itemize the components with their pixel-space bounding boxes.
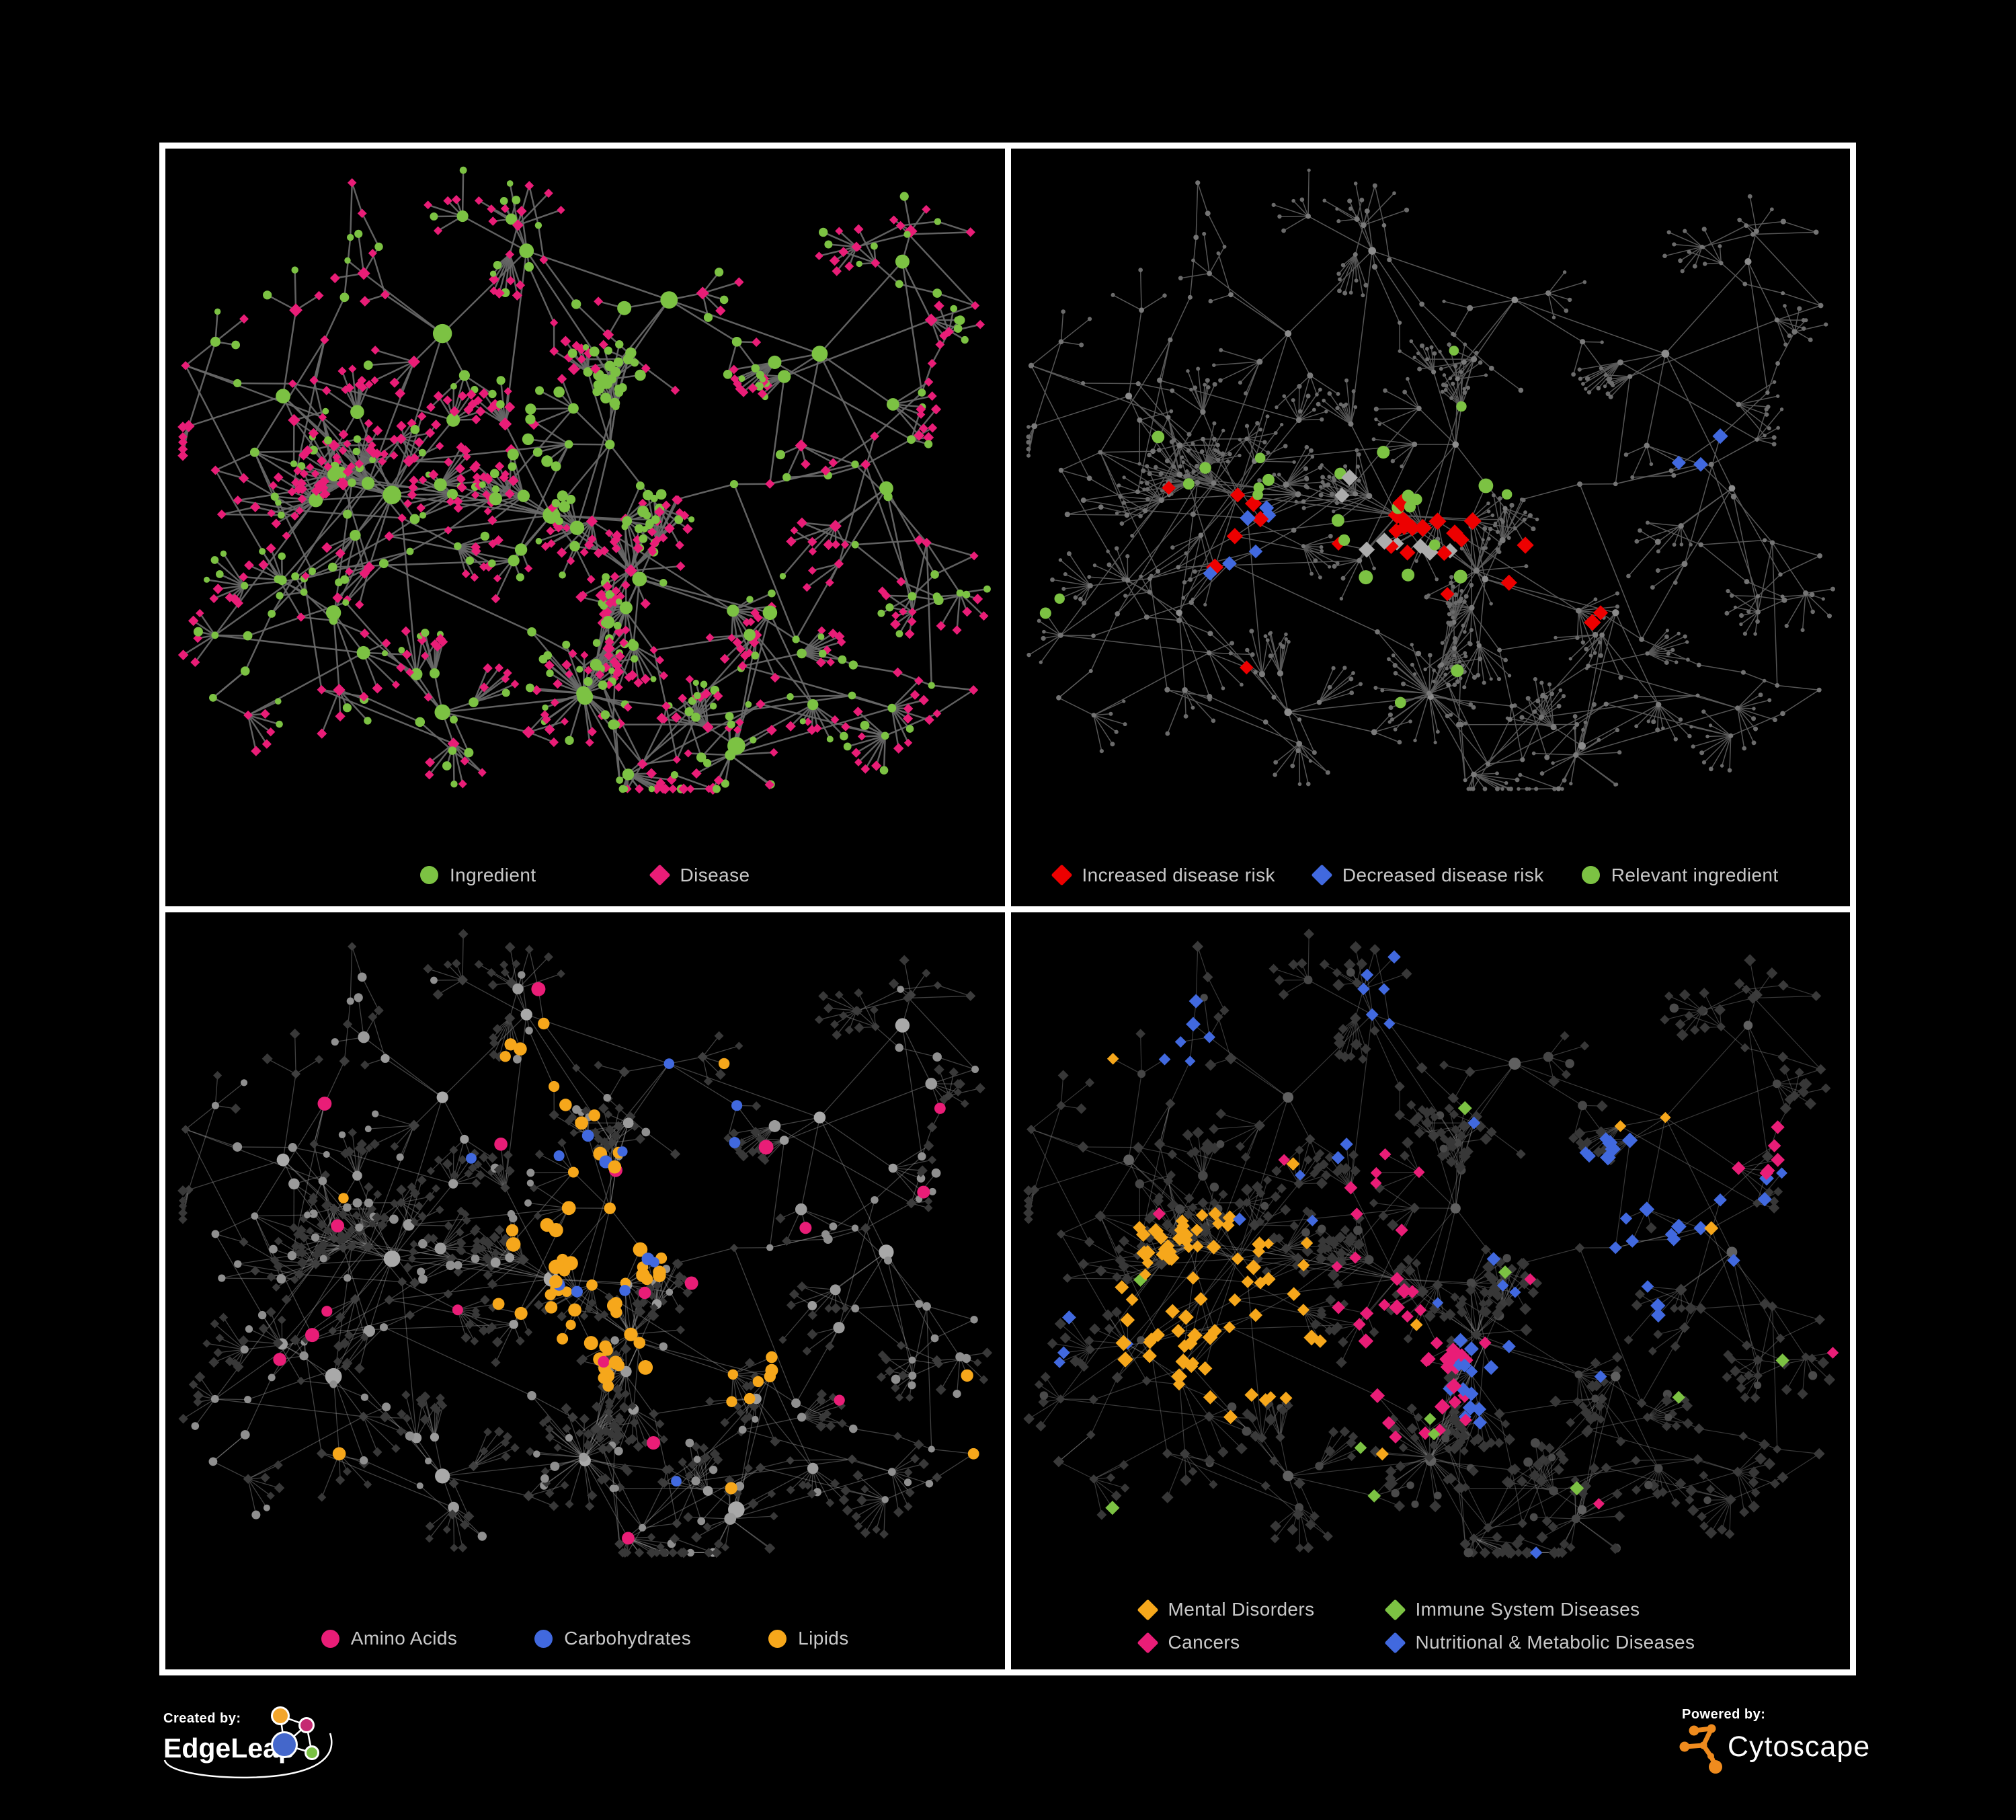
amino-acids-legend-marker: [321, 1629, 339, 1648]
cytoscape-logo: Powered by: Cytoscape: [1679, 1707, 1870, 1774]
panel-compound-classes: Amino Acids Carbohydrates Lipids: [165, 912, 1005, 1669]
legend-item: Decreased disease risk: [1311, 864, 1544, 886]
increased-risk-legend-marker: [1050, 864, 1073, 886]
lipids-legend-marker: [768, 1629, 787, 1648]
legend-item: Relevant ingredient: [1581, 864, 1779, 886]
legend-item: Amino Acids: [321, 1628, 457, 1649]
legend-item: Mental Disorders: [1136, 1598, 1386, 1621]
legend-item: Increased disease risk: [1050, 864, 1275, 886]
ingredient-legend-marker: [419, 866, 438, 884]
legend-label: Cancers: [1168, 1632, 1240, 1653]
powered-by-label: Powered by:: [1682, 1707, 1765, 1722]
legend-label: Lipids: [798, 1628, 849, 1649]
mental-disorders-legend-marker: [1136, 1598, 1159, 1621]
panel-disease-classes: Mental Disorders Immune System Diseases …: [1010, 912, 1851, 1669]
ingredient-disease-network-graph: [177, 166, 991, 795]
compound-classes-legend: Amino Acids Carbohydrates Lipids: [165, 1628, 1005, 1649]
legend-label: Disease: [680, 864, 750, 885]
disease-classes-network-graph: [1022, 928, 1839, 1559]
legend-item: Lipids: [768, 1628, 849, 1649]
disease-risk-legend: Increased disease risk Decreased disease…: [1011, 864, 1851, 886]
legend-label: Nutritional & Metabolic Diseases: [1415, 1632, 1695, 1653]
legend-label: Relevant ingredient: [1611, 864, 1779, 885]
cancers-legend-marker: [1136, 1631, 1159, 1654]
edgeleap-logo: Created by: EdgeLeap: [163, 1706, 333, 1779]
legend-item: Cancers: [1136, 1631, 1386, 1654]
edgeleap-swoosh-icon: [163, 1733, 333, 1779]
panel-disease-risk: Increased disease risk Decreased disease…: [1010, 149, 1851, 906]
legend-label: Amino Acids: [350, 1628, 458, 1649]
legend-item: Immune System Diseases: [1383, 1598, 1695, 1621]
cytoscape-wordmark: Cytoscape: [1728, 1731, 1870, 1763]
carbohydrates-legend-marker: [534, 1629, 553, 1648]
created-by-block: Created by: EdgeLeap: [163, 1705, 355, 1789]
legend-label: Decreased disease risk: [1342, 864, 1544, 885]
panel-ingredient-disease: Ingredient Disease: [165, 149, 1005, 906]
legend-label: Immune System Diseases: [1415, 1599, 1640, 1620]
legend-item: Nutritional & Metabolic Diseases: [1383, 1631, 1695, 1654]
ingredient-disease-legend: Ingredient Disease: [165, 864, 1005, 886]
legend-label: Mental Disorders: [1168, 1599, 1315, 1620]
legend-item: Carbohydrates: [534, 1628, 691, 1649]
edgeleap-network-icon: [271, 1706, 319, 1760]
compound-classes-network-graph: [177, 928, 993, 1558]
relevant-ingredient-legend-marker: [1581, 866, 1600, 884]
disease-classes-legend: Mental Disorders Immune System Diseases …: [1011, 1598, 1851, 1654]
legend-item: Disease: [648, 864, 750, 886]
nutritional-metabolic-legend-marker: [1383, 1631, 1406, 1654]
powered-by-block: Powered by: Cytoscape: [1678, 1704, 1886, 1780]
immune-diseases-legend-marker: [1383, 1598, 1406, 1621]
decreased-risk-legend-marker: [1311, 864, 1333, 886]
disease-risk-network-graph: [1025, 168, 1835, 791]
legend-label: Carbohydrates: [564, 1628, 692, 1649]
legend-item: Ingredient: [419, 864, 536, 886]
disease-legend-marker: [648, 864, 671, 886]
cytoscape-network-icon: [1679, 1724, 1722, 1774]
legend-label: Ingredient: [449, 864, 536, 885]
created-by-label: Created by:: [163, 1711, 241, 1726]
panel-grid: Ingredient Disease Increased disease ris…: [159, 143, 1856, 1675]
legend-label: Increased disease risk: [1082, 864, 1275, 885]
